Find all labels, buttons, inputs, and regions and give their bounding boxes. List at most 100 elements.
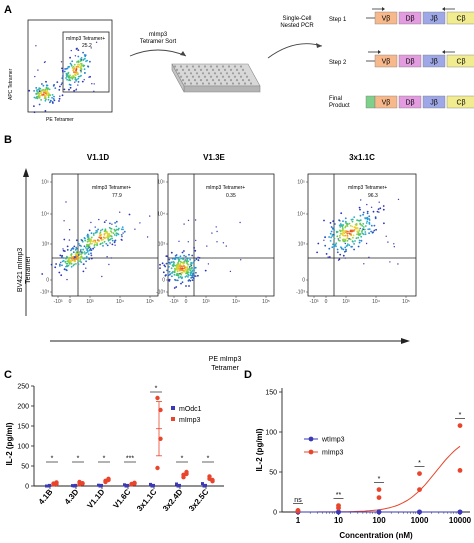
flow-dot [181,281,184,284]
mimp3-point [106,477,111,483]
flow-dot [90,232,93,235]
flow-dot [121,226,124,229]
flow-plot-v1-3e: V1.3E mImp3 Tetramer+ 0.35 10⁵ 10⁴ 10³ 0 -10… [156,153,275,306]
flow-dot [88,76,90,78]
flow-dot [81,240,84,243]
flow-dot [34,75,36,78]
flow-dot [373,224,376,227]
flow-dot [49,101,51,104]
plate-well [223,68,227,71]
plate-well [225,82,229,85]
flow-dot [70,63,73,66]
flow-dot [80,238,83,241]
flow-dot [61,94,64,97]
primer-arrow-icon [378,50,381,54]
flow-dot [36,95,38,98]
plate-well [217,79,221,82]
flow-dot [88,243,91,246]
y-tick-label: -10³ [40,290,49,296]
flow-dot [204,269,207,272]
x-tick-label: 3x2.5C [187,487,211,513]
flow-dot [185,255,187,258]
flow-dot [118,227,120,230]
ticks-3x1-1c: 10⁵ 10⁴ 10³ 0 -10³ -10³ 0 10³ 10⁴ 10⁵ [296,180,410,306]
flow-dot [167,279,170,281]
flow-dot [175,279,177,282]
flow-dot [362,223,365,225]
x-tick-label: 1 [296,516,301,525]
flow-dot [82,51,84,54]
flow-dot [349,238,352,241]
flow-dot [87,247,90,249]
mimp3-point [155,395,160,401]
flow-dot [48,88,51,91]
flow-dot [77,254,80,256]
flow-dot [66,264,68,267]
flow-dot [343,234,345,237]
flow-dot [360,239,363,242]
mimp3-point [184,471,189,477]
flow-dot [195,239,197,242]
flow-dot [92,234,95,236]
flow-dot [84,253,86,255]
x-tick-label: 4.3D [63,487,81,506]
flow-dot [346,232,349,235]
flow-dot [39,94,42,97]
flow-dot [361,232,364,235]
plate-well [231,82,235,85]
flow-dot [240,259,242,261]
plate-well [225,72,229,75]
flow-dot [355,237,358,240]
flow-dot [177,262,179,264]
flow-dot [47,96,50,99]
mimp3-point [158,407,163,413]
flow-dot [112,232,115,235]
y-tick-label: 150 [17,424,29,431]
flow-dot [68,88,70,91]
flow-dot [185,260,188,263]
flow-dot [172,264,175,266]
flow-dot [188,285,190,287]
flow-dot [38,103,41,106]
panel-c-ylabel: IL-2 (pg/ml) [5,422,14,465]
flow-dot [68,263,71,265]
flow-dot [113,234,116,236]
flow-dot [80,253,83,256]
flow-dot [83,237,86,239]
flow-dot [356,219,358,222]
plate-well [197,65,201,68]
flow-dot [93,246,96,249]
flow-dot [341,229,343,232]
construct-segment-label-v: Vβ [382,16,391,23]
mimp3-point [417,471,422,476]
flow-dot [337,238,339,240]
flow-dot [86,249,89,252]
modc1-point [74,483,77,487]
y-tick-label: 0 [162,278,165,284]
x-tick-label: 3x2.4D [161,487,185,513]
flow-dot [146,236,149,238]
flow-dot [102,238,105,241]
flow-dot [358,239,361,242]
flow-dot [28,89,31,92]
flow-gate-value: 25.2 [82,43,92,49]
ticks-v1-3e: 10⁵ 10⁴ 10³ 0 -10³ -10³ 0 10³ 10⁴ 10⁵ [156,180,270,306]
x-tick-label: 0 [69,299,72,305]
flow-dot [171,275,173,278]
flow-dot [339,229,341,232]
construct-segment-label-d: Dβ [405,16,414,23]
construct-segment-label-j: Jβ [430,100,438,107]
flow-dot [168,273,171,276]
flow-dot [339,232,342,235]
mimp3-point [376,487,382,492]
flow-dot [45,80,47,83]
flow-dot [331,235,334,237]
flow-dot [51,94,54,96]
flow-dot [115,220,118,223]
flow-dot [368,228,371,231]
flow-dot [344,226,347,229]
flow-dot [71,259,74,262]
plate-well [201,82,205,85]
wtimp3-point [417,509,422,515]
flow-dot [68,260,71,263]
